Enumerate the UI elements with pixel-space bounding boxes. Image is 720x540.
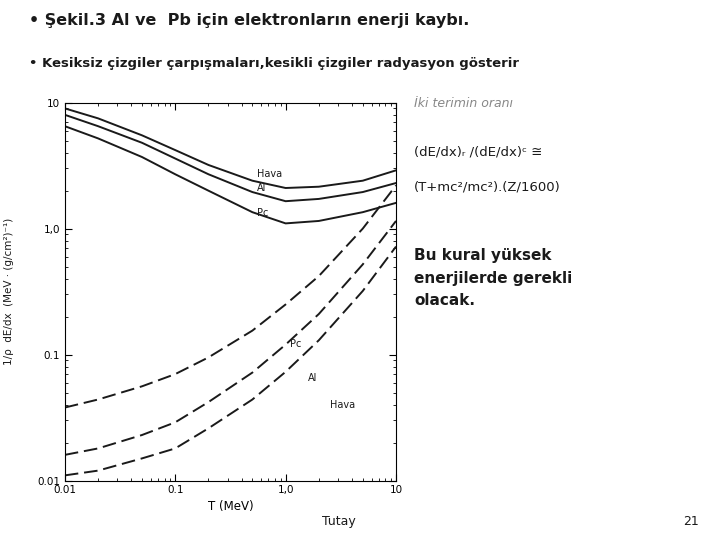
Text: Hava: Hava: [330, 400, 355, 409]
Text: • Kesiksiz çizgiler çarpışmaları,kesikli çizgiler radyasyon gösterir: • Kesiksiz çizgiler çarpışmaları,kesikli…: [29, 57, 519, 70]
Text: (dE/dx)ᵣ /(dE/dx)ᶜ ≅: (dE/dx)ᵣ /(dE/dx)ᶜ ≅: [414, 146, 542, 159]
Text: • Şekil.3 Al ve  Pb için elektronların enerji kaybı.: • Şekil.3 Al ve Pb için elektronların en…: [29, 14, 469, 29]
Text: Pc: Pc: [290, 339, 302, 349]
Text: Bu kural yüksek
enerjilerde gerekli
olacak.: Bu kural yüksek enerjilerde gerekli olac…: [414, 248, 572, 308]
Text: Pc: Pc: [257, 208, 269, 218]
Text: Al: Al: [308, 373, 318, 383]
Text: Hava: Hava: [257, 170, 282, 179]
Text: 1/ρ  dE/dx  (MeV · (g/cm²)⁻¹): 1/ρ dE/dx (MeV · (g/cm²)⁻¹): [4, 218, 14, 365]
X-axis label: T (MeV): T (MeV): [207, 500, 253, 512]
Text: İki terimin oranı: İki terimin oranı: [414, 97, 513, 110]
Text: 21: 21: [683, 515, 698, 528]
Text: (T+mc²/mc²).(Z/1600): (T+mc²/mc²).(Z/1600): [414, 181, 561, 194]
Text: Tutay: Tutay: [322, 515, 355, 528]
Text: Al: Al: [257, 183, 266, 193]
